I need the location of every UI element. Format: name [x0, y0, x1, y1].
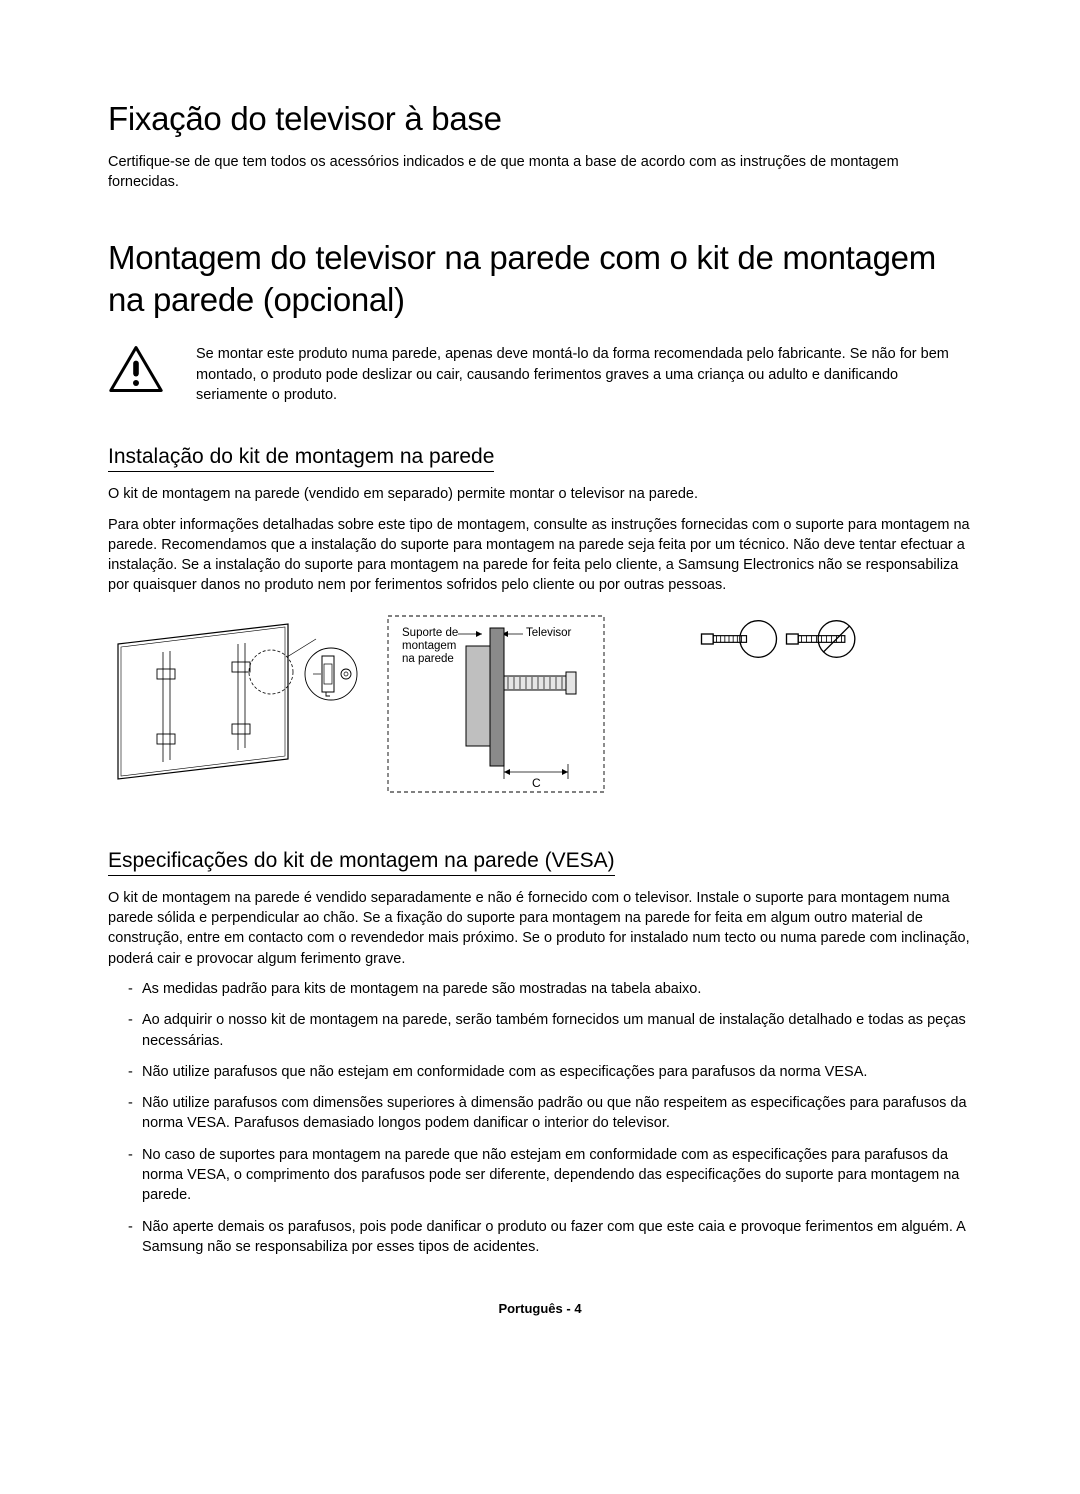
footer-page: 4 [574, 1301, 581, 1316]
figure-tv-perspective [108, 614, 358, 789]
label-bracket-line3: na parede [402, 653, 454, 665]
list-item: Não utilize parafusos que não estejam em… [128, 1062, 972, 1082]
page-footer: Português - 4 [108, 1301, 972, 1316]
label-dim-c: C [532, 776, 541, 790]
figure-screw-allowed [684, 614, 874, 669]
list-item: Ao adquirir o nosso kit de montagem na p… [128, 1010, 972, 1051]
para-fixacao: Certifique-se de que tem todos os acessó… [108, 152, 972, 193]
heading-fixacao: Fixação do televisor à base [108, 100, 972, 138]
list-item: Não aperte demais os parafusos, pois pod… [128, 1217, 972, 1258]
label-televisor: Televisor [526, 627, 572, 639]
para-kit-1: O kit de montagem na parede (vendido em … [108, 484, 972, 504]
para-kit-2: Para obter informações detalhadas sobre … [108, 515, 972, 596]
para-vesa-intro: O kit de montagem na parede é vendido se… [108, 888, 972, 969]
vesa-bullet-list: As medidas padrão para kits de montagem … [108, 979, 972, 1257]
label-bracket-line2: montagem [402, 640, 456, 652]
figure-cross-section: Suporte de montagem na parede Televisor [386, 614, 606, 799]
heading-instalacao-kit: Instalação do kit de montagem na parede [108, 445, 494, 472]
section-fixacao: Fixação do televisor à base Certifique-s… [108, 100, 972, 193]
section-especificacoes-vesa: Especificações do kit de montagem na par… [108, 849, 972, 1257]
footer-language: Português [498, 1301, 562, 1316]
section-montagem-parede: Montagem do televisor na parede com o ki… [108, 237, 972, 406]
warning-block: Se montar este produto numa parede, apen… [108, 344, 972, 405]
figures-row: Suporte de montagem na parede Televisor [108, 614, 972, 799]
list-item: As medidas padrão para kits de montagem … [128, 979, 972, 999]
label-bracket-line1: Suporte de [402, 627, 458, 639]
list-item: Não utilize parafusos com dimensões supe… [128, 1093, 972, 1134]
section-instalacao-kit: Instalação do kit de montagem na parede … [108, 445, 972, 798]
heading-montagem-parede: Montagem do televisor na parede com o ki… [108, 237, 972, 323]
warning-icon [108, 344, 164, 399]
heading-especificacoes-vesa: Especificações do kit de montagem na par… [108, 849, 615, 876]
list-item: No caso de suportes para montagem na par… [128, 1145, 972, 1206]
warning-text: Se montar este produto numa parede, apen… [196, 344, 972, 405]
